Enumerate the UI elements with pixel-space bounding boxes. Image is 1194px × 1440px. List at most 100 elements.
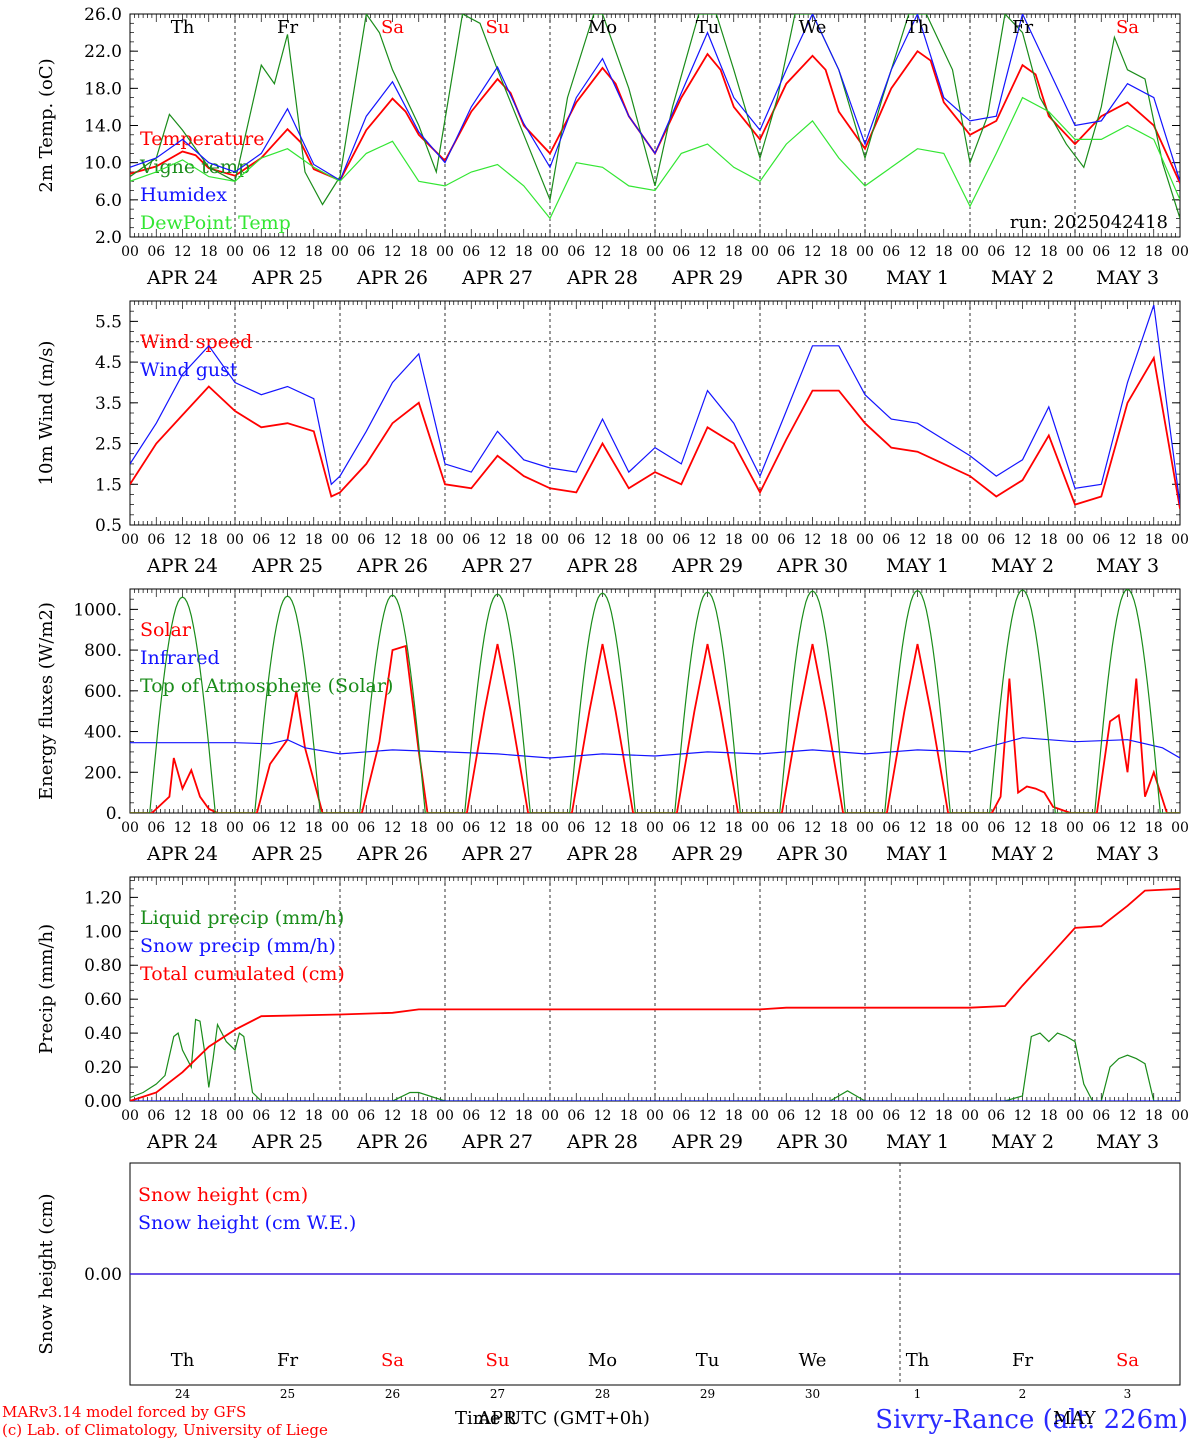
- x-date-label: APR 24: [146, 843, 218, 865]
- x-date-label: APR 25: [251, 555, 323, 577]
- day-of-week-label: Fr: [277, 17, 298, 38]
- x-hour-label: 12: [1119, 532, 1137, 548]
- x-hour-label: 12: [699, 1108, 717, 1124]
- x-hour-label: 00: [1066, 532, 1084, 548]
- footer: MARv3.14 model forced by GFS(c) Lab. of …: [2, 1403, 1188, 1439]
- panel-1: 2.0 6.0 10.0 14.0 18.0 22.0 26.0 2m Temp. (oC) T…: [36, 5, 1189, 289]
- x-date-label: APR 30: [776, 555, 848, 577]
- x-hour-label: 00: [226, 820, 244, 836]
- legend-entry: DewPoint Temp: [140, 212, 291, 234]
- x-date-label: APR 28: [566, 1131, 638, 1153]
- x-hour-label: 00: [121, 244, 139, 260]
- y-tick-label: 1000.: [73, 600, 122, 620]
- x-hour-label: 06: [147, 244, 165, 260]
- day-of-week-label: Th: [906, 1350, 930, 1371]
- x-date-label: APR 24: [146, 267, 218, 289]
- x-hour-label: 00: [1066, 1108, 1084, 1124]
- x-hour-label: 06: [777, 1108, 795, 1124]
- x-hour-label: 06: [1092, 532, 1110, 548]
- run-label: run: 2025042418: [1010, 212, 1168, 233]
- legend-entry: Temperature: [140, 128, 264, 150]
- x-hour-label: 12: [699, 532, 717, 548]
- y-tick-label: 0.: [106, 804, 122, 824]
- x-hour-label: 06: [1092, 820, 1110, 836]
- x-hour-label: 06: [987, 820, 1005, 836]
- x-hour-label: 00: [331, 820, 349, 836]
- y-tick-label: 0.20: [84, 1058, 122, 1078]
- x-hour-label: 18: [620, 1108, 638, 1124]
- x-hour-label: 18: [725, 244, 743, 260]
- x-hour-label: 18: [830, 244, 848, 260]
- x-hour-label: 00: [331, 1108, 349, 1124]
- y-axis-title: Energy fluxes (W/m2): [36, 602, 57, 800]
- x-hour-label: 00: [646, 532, 664, 548]
- x-hour-label: 00: [121, 1108, 139, 1124]
- y-tick-label: 0.80: [84, 956, 122, 976]
- x-hour-label: 12: [804, 244, 822, 260]
- y-tick-label: 2.0: [95, 228, 122, 248]
- y-tick-label: 6.0: [95, 191, 122, 211]
- x-hour-label: 12: [1014, 244, 1032, 260]
- x-hour-label: 00: [856, 244, 874, 260]
- x-hour-label: 12: [699, 820, 717, 836]
- x-date-label: APR 24: [146, 1131, 218, 1153]
- panel-4: 0.00 0.20 0.40 0.60 0.80 1.00 1.20 Precip (mm/h…: [36, 876, 1189, 1153]
- series-line-top-of-atmosphere-solar-: [130, 589, 1180, 813]
- x-date-label: APR 26: [356, 1131, 428, 1153]
- y-tick-label: 0.5: [95, 516, 122, 536]
- x-hour-label: 00: [751, 820, 769, 836]
- x-hour-label: 00: [1066, 820, 1084, 836]
- day-of-week-label: Su: [486, 1350, 510, 1371]
- series-line-humidex: [130, 14, 1180, 182]
- x-hour-label: 12: [174, 244, 192, 260]
- x-hour-label: 06: [567, 244, 585, 260]
- x-hour-label: 12: [909, 532, 927, 548]
- x-hour-label: 00: [751, 532, 769, 548]
- plot-frame: [129, 300, 1181, 526]
- x-hour-label: 12: [804, 1108, 822, 1124]
- x-hour-label: 12: [1014, 532, 1032, 548]
- x-hour-label: 12: [384, 1108, 402, 1124]
- y-axis-title: 10m Wind (m/s): [36, 341, 57, 486]
- x-hour-label: 18: [410, 532, 428, 548]
- x-hour-label: 18: [935, 244, 953, 260]
- x-hour-label: 12: [384, 244, 402, 260]
- x-hour-label: 18: [725, 820, 743, 836]
- y-tick-label: 10.0: [84, 154, 122, 174]
- x-hour-label: 18: [830, 820, 848, 836]
- x-date-label: MAY 2: [991, 267, 1054, 289]
- x-hour-label: 06: [462, 532, 480, 548]
- x-hour-label: 18: [620, 820, 638, 836]
- x-hour-label: 12: [384, 820, 402, 836]
- y-tick-label: 200.: [84, 763, 122, 783]
- x-hour-label: 06: [357, 1108, 375, 1124]
- x-hour-label: 18: [1145, 244, 1163, 260]
- y-tick-label: 26.0: [84, 5, 122, 25]
- legend-entry: Snow precip (mm/h): [140, 935, 336, 957]
- day-of-week-label: Mo: [588, 1350, 617, 1371]
- x-date-label: MAY 2: [991, 1131, 1054, 1153]
- x-hour-label: 12: [594, 244, 612, 260]
- x-hour-label: 06: [777, 244, 795, 260]
- x-hour-label: 18: [620, 244, 638, 260]
- plot-frame: [129, 588, 1181, 814]
- x-hour-label: 12: [909, 244, 927, 260]
- x-hour-label: 00: [541, 1108, 559, 1124]
- x-hour-label: 18: [200, 1108, 218, 1124]
- x-date-label: MAY 1: [886, 1131, 949, 1153]
- y-tick-label: 4.5: [95, 353, 122, 373]
- x-hour-label: 06: [567, 1108, 585, 1124]
- x-hour-label: 12: [279, 1108, 297, 1124]
- x-date-label: APR 25: [251, 1131, 323, 1153]
- x-hour-label: 12: [909, 820, 927, 836]
- x-hour-label: 18: [1145, 820, 1163, 836]
- legend-entry: Humidex: [140, 184, 227, 206]
- day-of-week-label: Fr: [1012, 1350, 1033, 1371]
- x-hour-label: 00: [436, 1108, 454, 1124]
- x-hour-label: 12: [174, 532, 192, 548]
- x-hour-label: 12: [594, 820, 612, 836]
- x-hour-label: 06: [882, 532, 900, 548]
- legend-entry: Snow height (cm): [138, 1184, 308, 1206]
- plot-frame: [129, 13, 1181, 238]
- x-date-label: APR 26: [356, 843, 428, 865]
